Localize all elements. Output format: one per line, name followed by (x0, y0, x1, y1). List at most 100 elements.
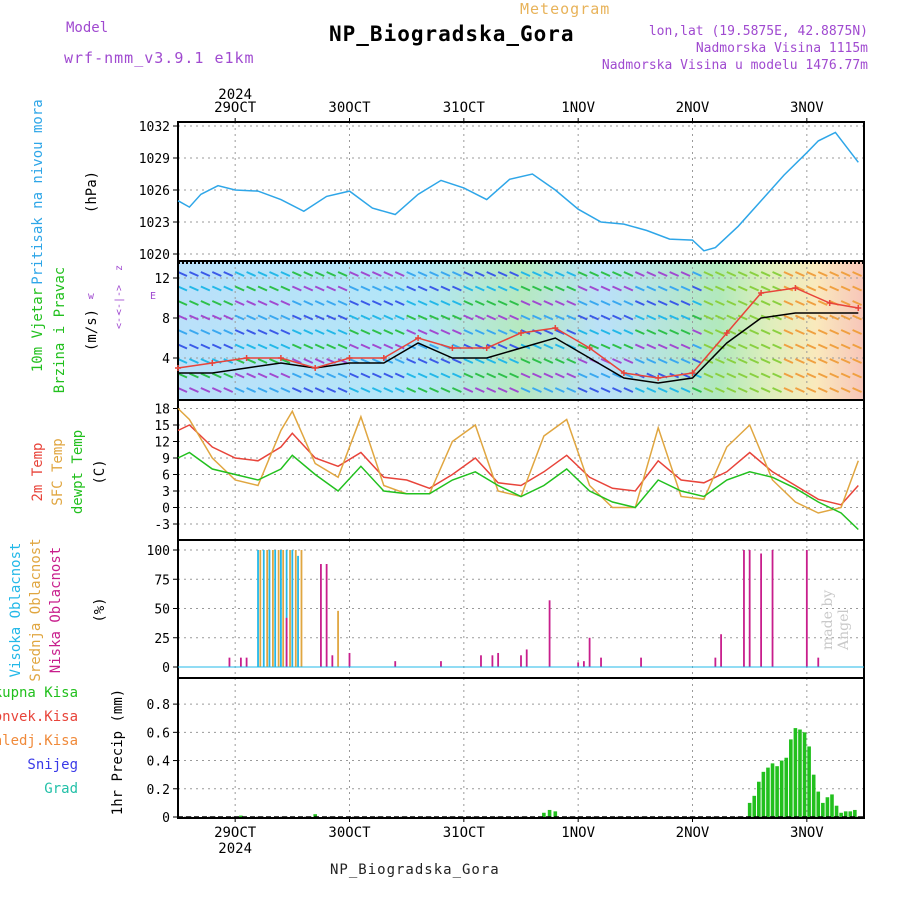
ytick-label-temperature: 18 (154, 403, 170, 418)
wind-barb (383, 285, 394, 292)
wind-gust-marker (552, 325, 559, 331)
wind-barb (760, 300, 771, 306)
wind-barb (749, 300, 760, 306)
precip-bar (766, 767, 770, 817)
wind-barb (303, 387, 314, 393)
wind-barb (680, 343, 691, 350)
wind-barb (509, 285, 519, 292)
wind-barb (349, 372, 359, 379)
wind-barb (406, 285, 417, 292)
wind-barb (349, 343, 359, 350)
wind-barb (269, 387, 279, 393)
precip-bar (789, 739, 793, 817)
wind-gust-marker (518, 330, 524, 336)
wind-barb (314, 271, 325, 277)
wind-barb (772, 358, 782, 364)
wind-barb (600, 285, 611, 292)
gridlines-pressure (178, 122, 864, 261)
wind-barb (623, 387, 634, 393)
x-tick-top: 31OCT (443, 100, 486, 116)
wind-barb (589, 329, 600, 335)
year-label-top: 2024 (218, 87, 252, 103)
wind-barb (383, 343, 394, 350)
wind-barb (829, 314, 840, 321)
wind-barb (463, 314, 474, 321)
wind-barb (257, 358, 268, 364)
wind-barb (451, 314, 462, 321)
wind-barb (714, 387, 725, 393)
wind-barb (612, 329, 622, 335)
wind-barb (497, 300, 508, 306)
wind-barb (383, 387, 394, 393)
wind-barb (840, 343, 851, 350)
wind-barb (371, 372, 382, 379)
wind-barb (177, 387, 188, 393)
wind-barb (817, 300, 828, 306)
wind-barb (291, 372, 302, 379)
wind-barb (394, 329, 405, 335)
wind-barb (463, 329, 474, 335)
wind-barb (269, 329, 279, 335)
wind-barb (772, 329, 782, 335)
wind-barb (532, 358, 542, 364)
wind-barb (474, 372, 485, 379)
wind-gust-marker (449, 345, 456, 351)
temp-line-sfc_temp (177, 407, 860, 514)
x-tick-top: 1NOV (561, 100, 595, 116)
wind-barb (749, 314, 760, 321)
wind-barb (314, 300, 325, 306)
wind-barb (349, 314, 359, 321)
wind-barb (737, 314, 748, 321)
wind-barb (417, 343, 428, 350)
wind-barb (349, 300, 359, 306)
wind-barb (760, 372, 771, 379)
wind-barb (234, 285, 245, 292)
wind-barb (360, 372, 371, 379)
precip-bar (239, 815, 243, 817)
wind-barb (337, 358, 348, 364)
wind-barb (612, 271, 622, 277)
ytick-label-pressure: 1032 (139, 120, 170, 135)
wind-barb (406, 372, 417, 379)
wind-barb (829, 387, 840, 393)
wind-barb (360, 271, 371, 277)
wind-barb (440, 285, 451, 292)
wind-barb (840, 372, 851, 379)
wind-barb (303, 285, 314, 292)
ytick-label-precip: 0 (162, 811, 170, 826)
wind-barb (337, 343, 348, 350)
wind-barb (817, 372, 828, 379)
wind-barb (509, 271, 519, 277)
wind-barb (612, 387, 622, 393)
wind-barb (634, 387, 645, 393)
wind-barb (726, 358, 737, 364)
wind-barb (280, 271, 291, 277)
precip-bar (747, 802, 752, 817)
wind-barb (554, 314, 565, 321)
wind-barb (634, 285, 645, 292)
wind-barb (189, 285, 199, 292)
wind-dir-e: E (150, 291, 156, 302)
x-tick-bottom: 3NOV (790, 825, 824, 841)
precip-bar (821, 802, 825, 817)
wind-barb (634, 358, 645, 364)
wind-barb (806, 358, 817, 364)
wind-barb (589, 387, 600, 393)
precip-bar (775, 766, 779, 817)
wind-barb (657, 271, 668, 277)
wind-barb (417, 314, 428, 321)
wind-barb (794, 343, 805, 350)
wind-barb (749, 387, 760, 393)
wind-barb (600, 343, 611, 350)
wind-barb (429, 372, 439, 379)
wind-barb (406, 358, 417, 364)
wind-barb (246, 387, 257, 393)
wind-barb (246, 329, 257, 335)
wind-barb (714, 358, 725, 364)
temp-ylabel: dewpt Temp (70, 430, 86, 514)
wind-barb (566, 285, 577, 292)
wind-barb (612, 358, 622, 364)
wind-barb (177, 271, 188, 277)
wind-barb (394, 300, 405, 306)
wind-barb (760, 329, 771, 335)
